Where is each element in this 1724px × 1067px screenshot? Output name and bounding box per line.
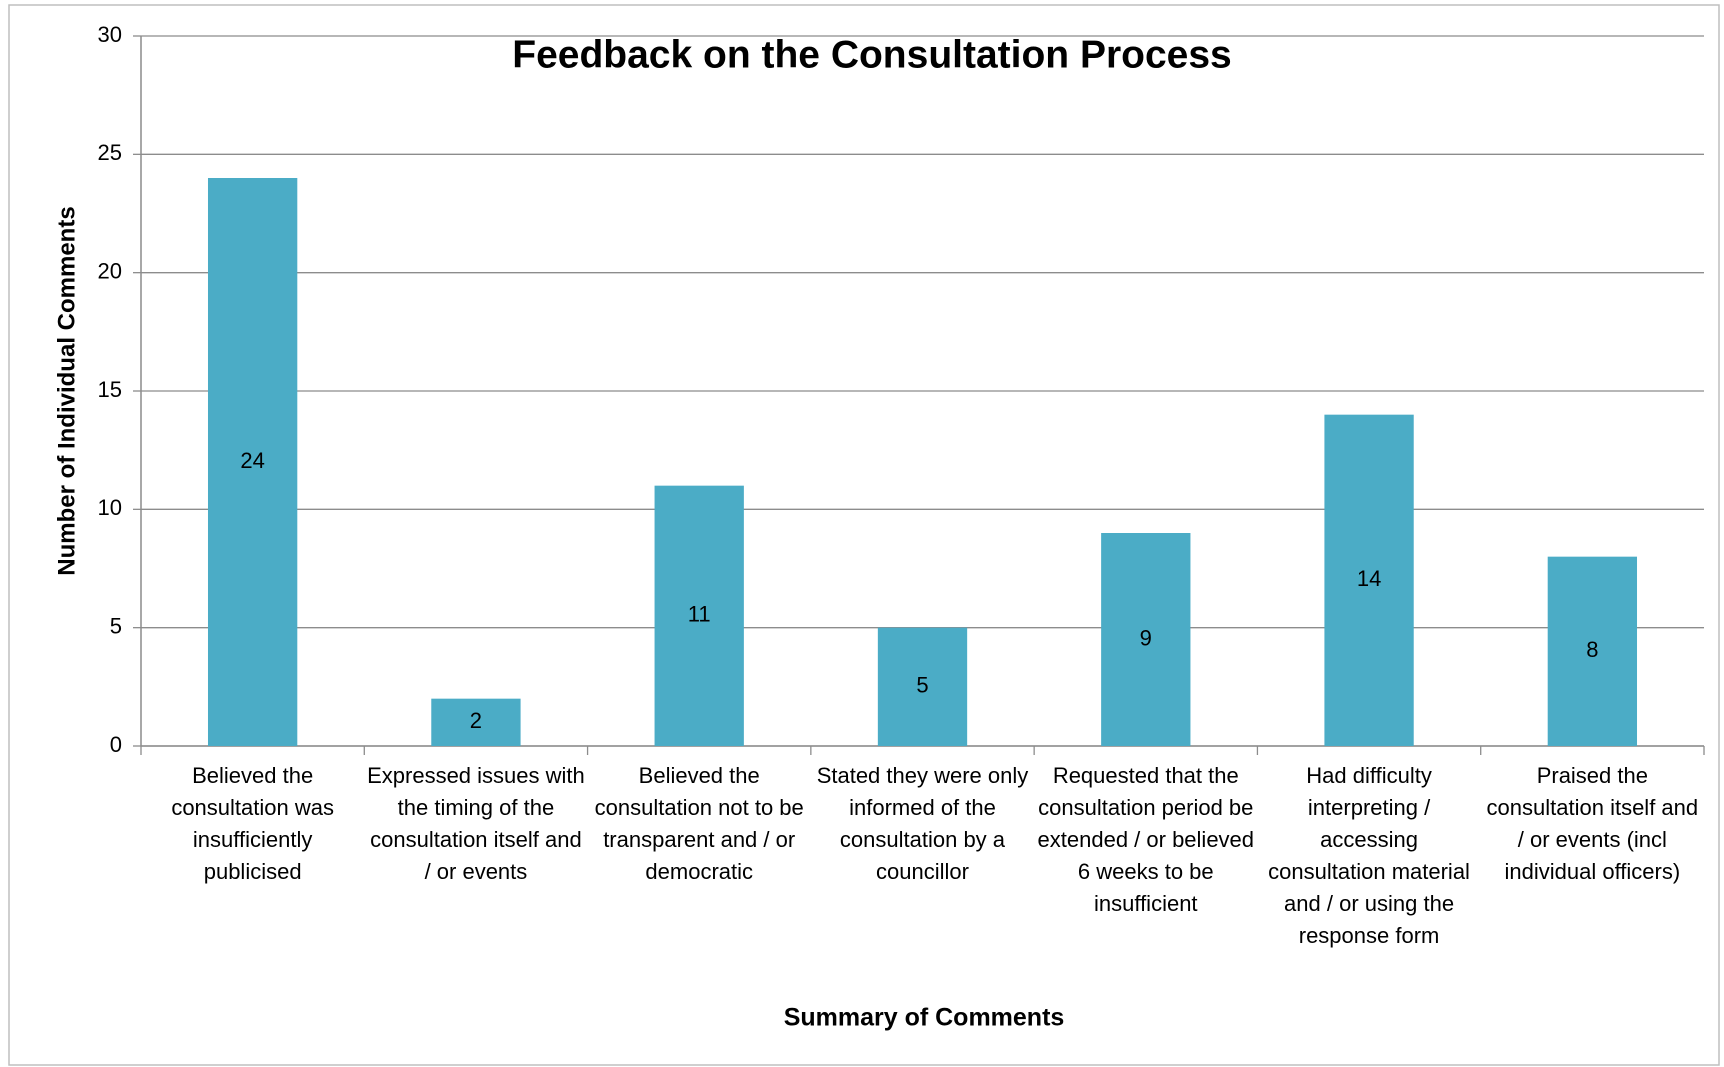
bar: [1101, 533, 1191, 746]
data-label: 5: [916, 673, 928, 698]
x-tick-label: Expressed issues with the timing of the …: [367, 763, 585, 884]
data-label: 8: [1586, 637, 1598, 662]
x-axis-title: Summary of Comments: [784, 1004, 1065, 1032]
y-tick-label: 10: [98, 495, 122, 520]
chart-border: [8, 4, 1720, 1066]
y-tick-label: 30: [98, 22, 122, 47]
x-tick-label: Believed the consultation not to be tran…: [594, 763, 804, 884]
bar: [654, 485, 744, 746]
data-label: 9: [1140, 625, 1152, 650]
data-label: 11: [688, 602, 711, 627]
y-tick-label: 15: [98, 377, 122, 402]
data-label: 24: [240, 448, 264, 473]
bar: [1324, 414, 1414, 746]
x-tick-label: Requested that the consultation period b…: [1037, 763, 1255, 916]
bar: [1547, 556, 1638, 746]
x-tick-label: Stated they were only informed of the co…: [816, 763, 1029, 884]
bar: [877, 627, 968, 746]
y-tick-label: 25: [98, 140, 122, 165]
y-tick-label: 0: [110, 732, 122, 757]
data-label: 2: [470, 708, 482, 733]
chart-title: Feedback on the Consultation Process: [512, 33, 1231, 76]
x-tick-label: Had difficulty interpreting / accessing …: [1268, 763, 1470, 948]
data-label: 14: [1357, 566, 1381, 591]
x-tick-label: Believed the consultation was insufficie…: [171, 763, 334, 884]
y-tick-label: 5: [110, 613, 122, 638]
y-tick-label: 20: [98, 258, 122, 283]
y-axis-title: Number of Individual Comments: [53, 206, 80, 575]
bar: [207, 178, 298, 746]
bar: [431, 698, 521, 746]
x-tick-label: Praised the consultation itself and / or…: [1486, 763, 1699, 884]
